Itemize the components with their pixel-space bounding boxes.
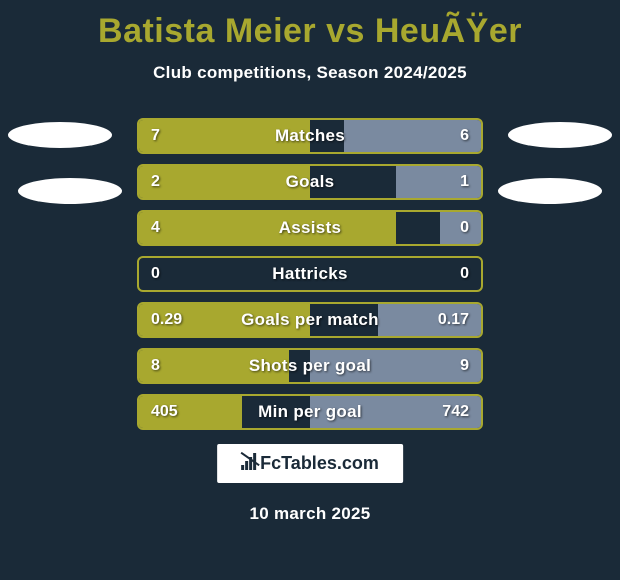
stat-value-left: 0 [151,265,160,283]
stat-label: Matches [275,126,345,146]
stat-value-right: 742 [442,403,469,421]
stat-value-left: 7 [151,127,160,145]
watermark-text: FcTables.com [260,453,379,474]
stat-value-left: 2 [151,173,160,191]
stat-value-left: 405 [151,403,178,421]
date-label: 10 march 2025 [249,504,370,524]
stat-value-right: 9 [460,357,469,375]
stat-value-left: 4 [151,219,160,237]
stat-value-right: 1 [460,173,469,191]
stat-value-right: 6 [460,127,469,145]
player-right-placeholder-2 [498,178,602,204]
comparison-subtitle: Club competitions, Season 2024/2025 [0,63,620,83]
stat-value-left: 0.29 [151,311,182,329]
stat-value-right: 0 [460,219,469,237]
comparison-title: Batista Meier vs HeuÃŸer [0,0,620,51]
stat-label: Hattricks [272,264,347,284]
stat-label: Shots per goal [249,356,371,376]
stat-value-right: 0 [460,265,469,283]
stat-label: Goals [286,172,335,192]
stat-label: Goals per match [241,310,379,330]
stat-bar-left [139,166,310,198]
stat-label: Assists [279,218,342,238]
player-left-placeholder-1 [8,122,112,148]
stat-row: Shots per goal 8 9 [137,348,483,384]
stat-row: Goals per match 0.29 0.17 [137,302,483,338]
player-right-placeholder-1 [508,122,612,148]
stat-row: Matches 7 6 [137,118,483,154]
watermark-badge: FcTables.com [217,444,403,483]
stat-value-right: 0.17 [438,311,469,329]
stat-row: Hattricks 0 0 [137,256,483,292]
stat-label: Min per goal [258,402,362,422]
stat-row: Assists 4 0 [137,210,483,246]
stat-value-left: 8 [151,357,160,375]
watermark-icon [241,452,256,475]
stat-row: Min per goal 405 742 [137,394,483,430]
stats-bars-container: Matches 7 6 Goals 2 1 Assists 4 0 Hattricks 0 0 Goal… [137,118,483,440]
player-left-placeholder-2 [18,178,122,204]
stat-row: Goals 2 1 [137,164,483,200]
stat-bar-gap [396,212,440,244]
stat-bar-left [139,212,396,244]
